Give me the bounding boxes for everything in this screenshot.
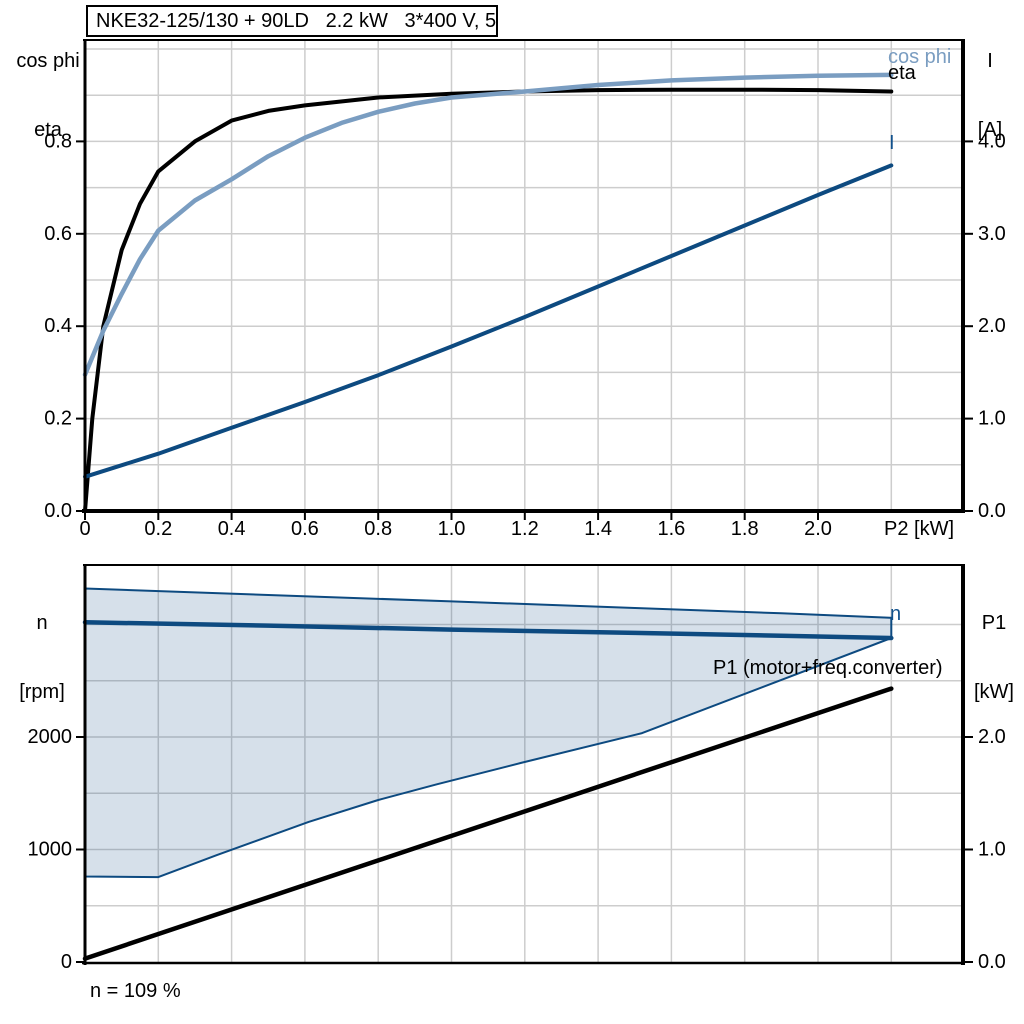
y-left-tick-label: 2000 bbox=[28, 726, 73, 748]
x-tick-label: 2.0 bbox=[804, 518, 832, 540]
y-right-tick-label: 1.0 bbox=[978, 839, 1006, 861]
y-left-tick-label: 1000 bbox=[28, 839, 73, 861]
y-left-tick-label: 0.4 bbox=[44, 315, 72, 337]
bottom-chart: 0 1000 2000 0.0 1.0 2.0 bbox=[28, 564, 1006, 973]
y-right-tick-label: 2.0 bbox=[978, 315, 1006, 337]
axis-title-speed-unit: [rpm] bbox=[19, 681, 65, 703]
x-tick-label: 0.2 bbox=[144, 518, 172, 540]
x-tick-label: 1.4 bbox=[584, 518, 612, 540]
y-right-tick-label: 2.0 bbox=[978, 726, 1006, 748]
axis-title-cos-phi: cos phi bbox=[16, 50, 80, 72]
speed-percent-annotation: n = 109 % bbox=[90, 980, 181, 1002]
x-tick-label: 0.8 bbox=[364, 518, 392, 540]
x-tick-label: 0.4 bbox=[218, 518, 246, 540]
axis-title-p1-unit: [kW] bbox=[974, 681, 1014, 703]
y-right-tick-label: 4.0 bbox=[978, 130, 1006, 152]
curve-n bbox=[82, 620, 894, 641]
x-tick-label: 0.6 bbox=[291, 518, 319, 540]
curve-P1 bbox=[82, 686, 894, 961]
x-tick-label: 1.6 bbox=[657, 518, 685, 540]
y-right-tick-label: 1.0 bbox=[978, 408, 1006, 430]
curve-I bbox=[83, 163, 894, 479]
curve-cos-phi bbox=[82, 72, 894, 377]
axis-title-current: I bbox=[987, 50, 993, 72]
curve-label-current: I bbox=[889, 132, 895, 154]
axis-title-eta: eta bbox=[34, 119, 62, 141]
top-right-axis-title: I [A] bbox=[968, 4, 1012, 188]
top-left-axis-title: cos phi eta bbox=[8, 4, 88, 188]
y-right-tick-label: 0.0 bbox=[978, 500, 1006, 522]
bottom-left-axis-title: n [rpm] bbox=[4, 566, 80, 750]
curve-label-p1: P1 (motor+freq.converter) bbox=[713, 657, 943, 679]
x-tick-label: 1.0 bbox=[438, 518, 466, 540]
area-speed-operating-range bbox=[84, 587, 893, 879]
x-axis-label: P2 [kW] bbox=[884, 518, 955, 540]
x-tick-label: 1.8 bbox=[731, 518, 759, 540]
x-tick-label: 0 bbox=[79, 518, 90, 540]
y-left-tick-label: 0.6 bbox=[44, 223, 72, 245]
chart-title-box: NKE32-125/130 + 90LD 2.2 kW 3*400 V, 50 … bbox=[86, 5, 498, 37]
curve-eta bbox=[83, 87, 894, 513]
x-tick-label: 1.2 bbox=[511, 518, 539, 540]
curve-label-cos-phi: cos phi bbox=[888, 46, 952, 68]
y-left-tick-label: 0.2 bbox=[44, 408, 72, 430]
bottom-right-axis-title: P1 [kW] bbox=[968, 566, 1020, 750]
y-left-tick-label: 0.0 bbox=[44, 500, 72, 522]
axis-title-current-unit: [A] bbox=[977, 119, 1003, 141]
y-right-tick-label: 3.0 bbox=[978, 223, 1006, 245]
y-left-tick-label: 0.8 bbox=[44, 130, 72, 152]
axis-title-p1: P1 bbox=[981, 612, 1007, 634]
y-right-tick-label: 0.0 bbox=[978, 951, 1006, 973]
top-chart: 0.0 0.2 0.4 0.6 0.8 0.0 1.0 2.0 3.0 4.0 0 0.2 0.4 0.6… bbox=[44, 39, 1006, 540]
y-left-tick-label: 0 bbox=[61, 951, 72, 973]
curve-label-eta: eta bbox=[888, 62, 916, 84]
axis-title-speed: n bbox=[36, 612, 48, 634]
curve-label-n: n bbox=[890, 603, 902, 625]
